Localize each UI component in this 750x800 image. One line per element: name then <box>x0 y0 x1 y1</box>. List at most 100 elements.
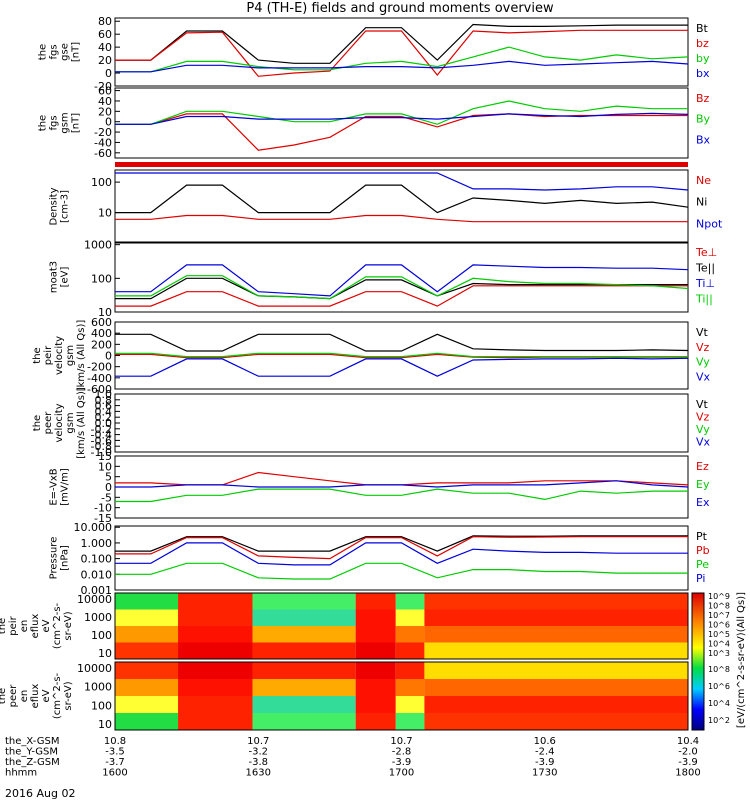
spectrogram-cell <box>424 696 688 714</box>
y-tick-label: -40 <box>94 136 112 149</box>
series-line-Vx <box>115 357 689 377</box>
spectrogram-cell <box>178 626 253 643</box>
legend-entry: Vx <box>696 436 711 449</box>
ephemeris-value: 1730 <box>532 768 557 779</box>
colorbar-tick: 10^6 <box>708 682 730 691</box>
spectrogram-cell <box>115 662 179 680</box>
colorbar-label: [eV/(cm^2-s-sr-eV)(All Qs)] <box>736 592 747 728</box>
ephemeris-label: the_Y-GSM <box>5 747 58 758</box>
series-line-bx <box>115 60 689 73</box>
colorbar-tick: 10^4 <box>708 640 730 649</box>
colorbar: 10^910^810^710^610^510^410^310^810^610^4… <box>691 592 747 731</box>
spectrogram-cell <box>252 642 356 660</box>
spectrogram-cell <box>355 593 396 610</box>
spectrogram-cell <box>178 609 253 627</box>
ephemeris-value: 10.7 <box>390 736 412 747</box>
y-axis-label-line: eV <box>41 689 52 702</box>
y-axis-label-line: peir <box>8 615 19 635</box>
spectrogram-cell <box>252 626 356 643</box>
y-tick-label: 1000 <box>84 239 112 252</box>
legend-entry: Ni <box>696 196 707 209</box>
y-axis-label: thepeirenefluxeV(cm^2-s-sr-eV) <box>0 602 74 649</box>
panel-frame <box>114 455 689 519</box>
colorbar-tick: 10^2 <box>708 716 730 725</box>
y-axis-label-line: fgs <box>49 44 60 59</box>
spectrogram-cell <box>252 713 356 731</box>
y-tick-label: -60 <box>94 147 112 160</box>
legend-entry: Ne <box>696 174 711 187</box>
colorbar-tick: 10^5 <box>708 630 730 639</box>
y-tick-label: 10 <box>98 207 112 220</box>
y-tick-label: 0.0 <box>95 417 113 430</box>
spectrogram-cell <box>252 679 356 697</box>
legend-entry: Vt <box>696 398 709 411</box>
y-axis-label-line: velocity <box>54 403 65 442</box>
legend-entry: Pe <box>696 558 709 571</box>
y-tick-label: 1000 <box>84 611 112 624</box>
y-axis-label-line: the <box>38 115 49 131</box>
series-line-Pi <box>115 542 688 566</box>
ephemeris-label: the_Z-GSM <box>5 757 60 768</box>
y-tick-label: 600 <box>91 316 112 329</box>
y-axis-label-line: [nT] <box>71 113 82 133</box>
spectrogram-cell <box>252 609 356 627</box>
y-tick-label: 10000 <box>77 593 112 606</box>
spectrogram-cell <box>424 626 688 643</box>
y-tick-label: 40 <box>98 41 112 54</box>
colorbar-tick: 10^8 <box>708 602 730 611</box>
y-axis-label: thepeervelocitygsm[km/s (All Qs)] <box>32 387 87 459</box>
spectrogram-cell <box>424 642 688 660</box>
y-tick-label: 10.000 <box>74 521 113 534</box>
ephemeris-value: -3.9 <box>678 757 698 768</box>
ephemeris-value: -3.5 <box>105 747 125 758</box>
series-line-by <box>115 46 689 73</box>
y-axis-label-line: eflux <box>30 684 41 709</box>
y-axis-label-line: Density <box>49 187 60 225</box>
series-line-Pe <box>115 562 688 580</box>
y-axis-label-line: [eV] <box>60 267 71 288</box>
series-line-By <box>115 100 688 125</box>
colorbar-gradient <box>691 592 705 731</box>
y-tick-label: 400 <box>91 327 112 340</box>
y-tick-label: -1.0 <box>91 446 112 459</box>
y-axis-label-line: [mV/m] <box>60 468 71 506</box>
spectrogram-cell <box>115 713 179 731</box>
legend-entry: Te⊥ <box>695 246 717 259</box>
legend-entry: Ti⊥ <box>695 277 715 290</box>
ephemeris-value: -3.2 <box>248 747 268 758</box>
y-axis-label-line: (cm^2-s- <box>52 602 63 649</box>
y-axis-label-line: the <box>0 688 8 704</box>
ephemeris-value: 10.8 <box>104 736 126 747</box>
y-tick-label: -0.4 <box>91 429 112 442</box>
colorbar-tick: 10^7 <box>708 611 730 620</box>
ephemeris-value: 10.6 <box>534 736 556 747</box>
y-tick-label: 60 <box>98 85 112 98</box>
panel-5: 6004002000-200-400-600thepeirvelocitygsm… <box>32 316 711 396</box>
series-line-Vt <box>115 333 689 352</box>
series-line-Pb <box>115 536 688 560</box>
y-axis-label-line: [nPa] <box>60 545 71 571</box>
ephemeris-value: 10.4 <box>677 736 699 747</box>
y-tick-label: 0.001 <box>81 584 113 597</box>
y-tick-label: 100 <box>91 699 112 712</box>
ephemeris-value: -2.0 <box>678 747 698 758</box>
panel-frame <box>114 592 689 660</box>
y-axis-label-line: gsm <box>65 345 76 366</box>
colorbar-tick: 10^6 <box>708 621 730 630</box>
series-line-Bt <box>115 23 688 64</box>
y-axis-label-line: peer <box>43 411 54 435</box>
y-axis-label: moat3[eV] <box>49 261 71 293</box>
legend-entry: bz <box>696 37 709 50</box>
legend-entry: Ey <box>696 478 710 491</box>
spectrogram-cell <box>252 662 356 680</box>
ephemeris-label: the_X-GSM <box>5 736 59 747</box>
y-tick-label: 200 <box>91 338 112 351</box>
ephemeris-value: 10.7 <box>247 736 269 747</box>
y-tick-label: 0 <box>105 481 112 494</box>
y-tick-label: 0.8 <box>95 394 113 407</box>
y-tick-label: 0.010 <box>81 568 113 581</box>
spectrogram-cell <box>355 679 396 697</box>
